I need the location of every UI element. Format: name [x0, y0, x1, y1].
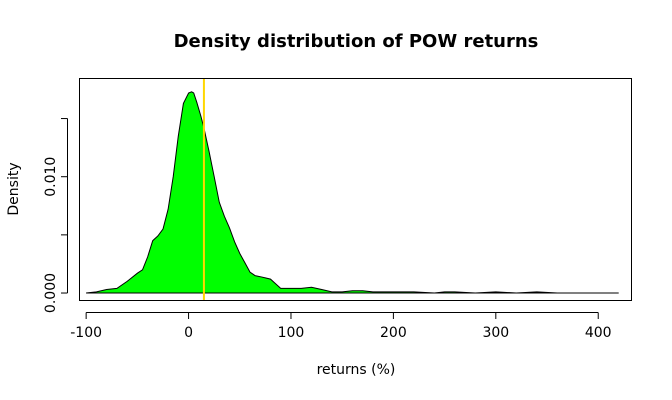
x-tick-label: 100: [278, 325, 305, 341]
plot-box: [79, 78, 632, 301]
chart-title: Density distribution of POW returns: [174, 31, 539, 52]
x-tick-label: 0: [184, 325, 193, 341]
x-tick-label: 400: [585, 325, 612, 341]
y-tick-label: 0.000: [43, 273, 59, 313]
x-tick-label: 300: [482, 325, 509, 341]
y-axis-label: Density: [6, 162, 22, 215]
y-axis: 0.000 0.010: [43, 118, 68, 313]
density-area-layer: [86, 91, 619, 294]
density-area: [86, 91, 619, 294]
x-axis-label: returns (%): [317, 362, 396, 378]
x-axis: -100 0 100 200 300 400: [70, 312, 612, 341]
x-tick-label: 200: [380, 325, 407, 341]
y-tick-label: 0.010: [43, 157, 59, 197]
x-tick-label: -100: [70, 325, 102, 341]
